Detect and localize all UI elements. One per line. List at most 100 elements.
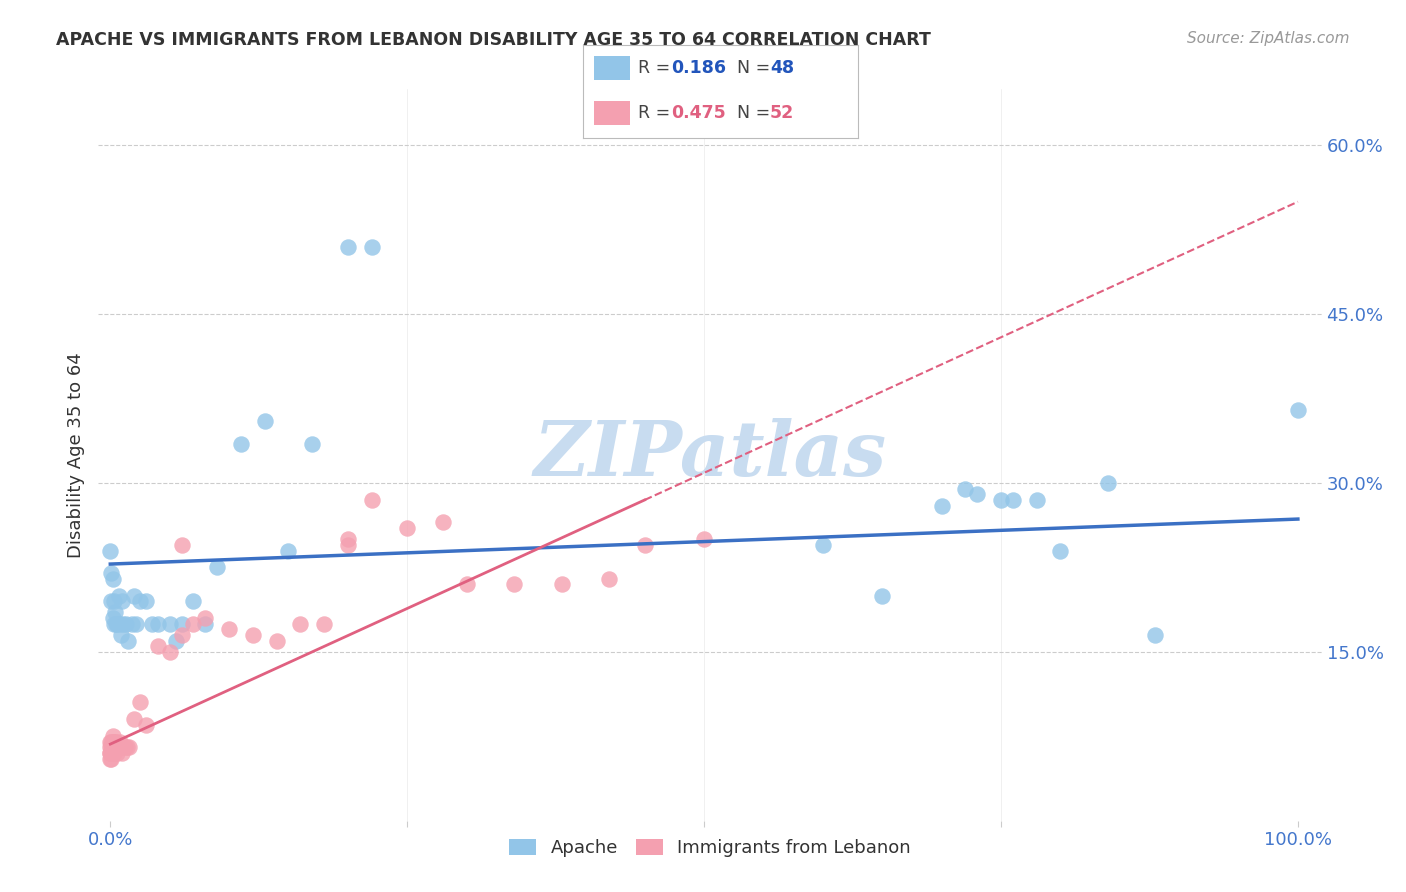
- Text: 0.186: 0.186: [671, 59, 727, 77]
- Point: [118, 740, 141, 755]
- Point: [266, 633, 288, 648]
- Point: [1144, 628, 1167, 642]
- Point: [1025, 492, 1047, 507]
- Point: [114, 740, 136, 755]
- Point: [194, 611, 217, 625]
- Point: [129, 696, 152, 710]
- Point: [146, 616, 169, 631]
- Point: [870, 589, 893, 603]
- Point: [503, 577, 526, 591]
- Point: [111, 594, 134, 608]
- Text: N =: N =: [737, 59, 776, 77]
- Point: [135, 594, 157, 608]
- Point: [277, 543, 299, 558]
- Bar: [595, 101, 630, 125]
- Point: [98, 735, 121, 749]
- Text: Source: ZipAtlas.com: Source: ZipAtlas.com: [1187, 31, 1350, 46]
- Point: [101, 735, 124, 749]
- Point: [170, 538, 193, 552]
- Legend: Apache, Immigrants from Lebanon: Apache, Immigrants from Lebanon: [502, 831, 918, 864]
- Point: [117, 633, 139, 648]
- Point: [98, 746, 121, 760]
- Point: [105, 735, 128, 749]
- Point: [634, 538, 657, 552]
- Point: [103, 594, 125, 608]
- Point: [105, 616, 128, 631]
- Point: [242, 628, 264, 642]
- Point: [100, 735, 122, 749]
- Point: [183, 616, 205, 631]
- Point: [194, 616, 217, 631]
- Point: [159, 616, 181, 631]
- Text: N =: N =: [737, 104, 776, 122]
- Point: [170, 628, 193, 642]
- Point: [104, 606, 127, 620]
- Point: [101, 572, 124, 586]
- Bar: [595, 56, 630, 80]
- Point: [110, 740, 132, 755]
- Point: [98, 740, 121, 755]
- Point: [360, 492, 382, 507]
- Text: APACHE VS IMMIGRANTS FROM LEBANON DISABILITY AGE 35 TO 64 CORRELATION CHART: APACHE VS IMMIGRANTS FROM LEBANON DISABI…: [56, 31, 931, 49]
- Point: [1097, 476, 1119, 491]
- Point: [990, 492, 1012, 507]
- Point: [253, 414, 276, 428]
- Point: [336, 240, 359, 254]
- Point: [108, 616, 131, 631]
- Point: [100, 752, 122, 766]
- Point: [98, 543, 121, 558]
- Point: [105, 740, 128, 755]
- Y-axis label: Disability Age 35 to 64: Disability Age 35 to 64: [66, 352, 84, 558]
- Point: [141, 616, 163, 631]
- Text: R =: R =: [638, 104, 676, 122]
- Point: [100, 566, 122, 580]
- Point: [811, 538, 834, 552]
- Point: [107, 740, 129, 755]
- Point: [301, 436, 323, 450]
- Point: [229, 436, 252, 450]
- Point: [125, 616, 148, 631]
- Point: [98, 752, 121, 766]
- Point: [101, 729, 124, 743]
- Point: [1049, 543, 1071, 558]
- Point: [110, 628, 132, 642]
- Text: R =: R =: [638, 59, 676, 77]
- Text: ZIPatlas: ZIPatlas: [533, 418, 887, 491]
- Point: [111, 746, 134, 760]
- Point: [312, 616, 335, 631]
- Point: [100, 746, 122, 760]
- Point: [146, 639, 169, 653]
- Point: [955, 482, 977, 496]
- Text: 0.475: 0.475: [671, 104, 725, 122]
- Point: [360, 240, 382, 254]
- Point: [129, 594, 152, 608]
- Point: [966, 487, 988, 501]
- Point: [165, 633, 187, 648]
- Point: [108, 735, 131, 749]
- Point: [931, 499, 953, 513]
- Point: [1001, 492, 1024, 507]
- Text: 52: 52: [770, 104, 794, 122]
- Point: [103, 740, 125, 755]
- Point: [336, 538, 359, 552]
- Point: [121, 616, 143, 631]
- Point: [205, 560, 228, 574]
- Point: [103, 616, 125, 631]
- Point: [112, 616, 135, 631]
- Point: [114, 616, 136, 631]
- Point: [550, 577, 572, 591]
- Point: [104, 735, 127, 749]
- Point: [101, 611, 124, 625]
- Text: 48: 48: [770, 59, 794, 77]
- Point: [103, 746, 125, 760]
- Point: [693, 533, 716, 547]
- Point: [100, 740, 122, 755]
- Point: [396, 521, 419, 535]
- Point: [1286, 403, 1309, 417]
- Point: [159, 645, 181, 659]
- Point: [336, 533, 359, 547]
- Point: [122, 712, 145, 726]
- Point: [98, 746, 121, 760]
- Point: [170, 616, 193, 631]
- Point: [115, 740, 138, 755]
